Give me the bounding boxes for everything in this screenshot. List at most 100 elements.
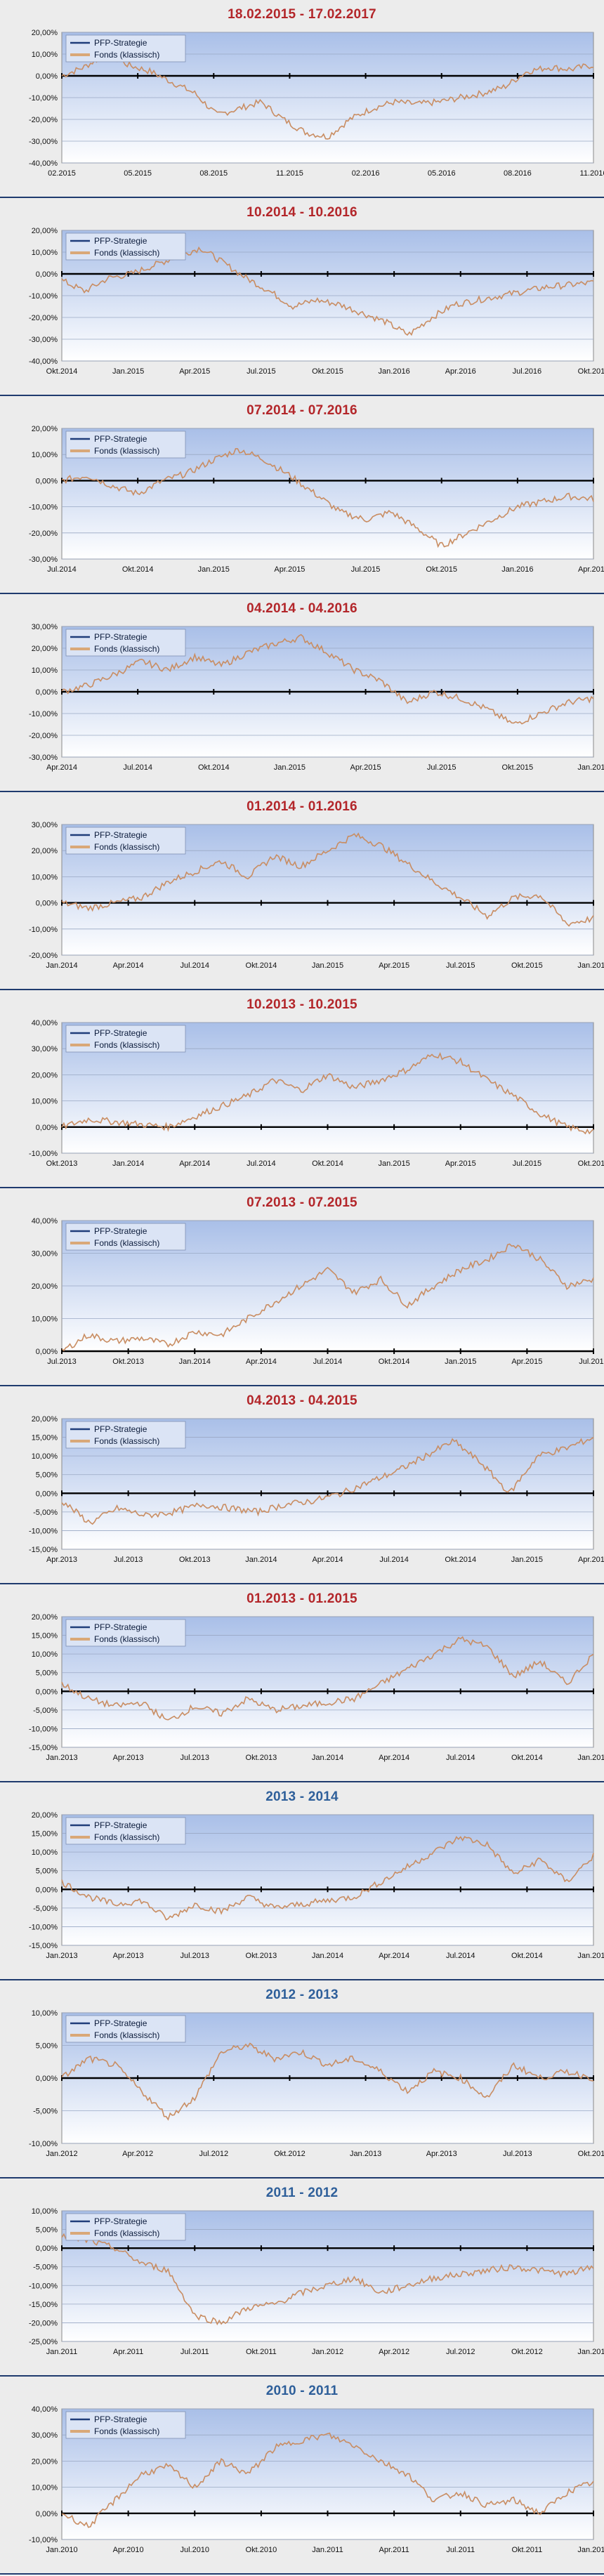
legend <box>65 431 186 459</box>
chart-title: 2010 - 2011 <box>265 2384 339 2398</box>
x-tick-label: Jan.2013 <box>350 2150 381 2158</box>
x-tick-label: Jan.2010 <box>46 2546 77 2554</box>
chart-svg: 20,00% 15,00% 10,00% 5,00% 0,00% -5,00% -10,00… <box>29 1613 604 1762</box>
x-tick-label: Okt.2010 <box>246 2546 277 2554</box>
x-tick-label: Jan.2016 <box>501 565 533 574</box>
y-tick-label: 15,00% <box>32 1434 58 1443</box>
y-tick-label: 20,00% <box>32 1071 58 1079</box>
chart-svg: 40,00% 30,00% 20,00% 10,00% 0,00% Jul.2013 Okt… <box>32 1217 604 1366</box>
chart-title: 01.2013 - 01.2015 <box>247 1591 357 1606</box>
y-tick-label: 20,00% <box>32 2457 58 2466</box>
x-tick-label: 08.2015 <box>199 169 228 178</box>
chart-svg: 20,00%10,00%0,00%-10,00%-20,00%-30,00%Ju… <box>29 425 604 574</box>
x-tick-label: Jul.2014 <box>313 1358 343 1366</box>
y-tick-label: 0,00% <box>36 270 58 279</box>
x-tick-label: Jan.2014 <box>46 961 77 970</box>
y-tick-label: 10,00% <box>32 666 58 675</box>
chart-panel: 2011 - 2012 10,00% 5,00% 0,00% -5,00% -10,00%… <box>0 2179 604 2377</box>
y-tick-label: 0,00% <box>36 2510 58 2518</box>
x-tick-label: Jul.2011 <box>180 2348 209 2356</box>
chart-title: 04.2014 - 04.2016 <box>247 601 357 616</box>
legend-label: Fonds (klassisch) <box>94 2228 159 2238</box>
x-tick-label: Jan.2014 <box>245 1556 277 1564</box>
chart-panel: 01.2013 - 01.2015 20,00% 15,00% 10,00% 5,00%… <box>0 1584 604 1782</box>
y-tick-label: 30,00% <box>32 1045 58 1053</box>
x-tick-label: Apr.2014 <box>379 1952 409 1960</box>
y-tick-label: 10,00% <box>32 51 58 59</box>
y-tick-label: 40,00% <box>32 1019 58 1027</box>
chart-svg: 20,00% 10,00% 0,00% -10,00% -20,00% -30,00% -4… <box>29 29 604 178</box>
chart-svg: 20,00% 15,00% 10,00% 5,00% 0,00% -5,00% -10,00… <box>29 1415 604 1564</box>
y-tick-label: 5,00% <box>36 1471 58 1480</box>
series-line-fonds-klassisch <box>61 1243 594 1352</box>
x-tick-label: Apr.2015 <box>578 1556 604 1564</box>
y-tick-label: 0,00% <box>36 1886 58 1894</box>
legend <box>65 232 186 261</box>
chart-title: 18.02.2015 - 17.02.2017 <box>228 7 376 22</box>
x-tick-label: Okt.2015 <box>426 565 457 574</box>
x-tick-label: Okt.2011 <box>246 2348 277 2356</box>
series-line-fonds-klassisch <box>61 1437 594 1525</box>
x-tick-label: Okt.2015 <box>502 763 534 772</box>
y-tick-label: 20,00% <box>32 1613 58 1622</box>
x-tick-label: Okt.2014 <box>312 1159 343 1168</box>
x-tick-label: Apr.2013 <box>426 2150 457 2158</box>
y-tick-label: -10,00% <box>29 710 58 718</box>
x-tick-label: Okt.2013 <box>112 1358 144 1366</box>
legend <box>65 1025 186 1053</box>
x-tick-label: Okt.2012 <box>511 2348 543 2356</box>
y-tick-label: 30,00% <box>32 2431 58 2440</box>
x-tick-label: Jul.2015 <box>513 1159 542 1168</box>
legend-label: PFP-Strategie <box>94 2414 147 2424</box>
series-line-fonds-klassisch <box>61 51 594 140</box>
chart-title: 2011 - 2012 <box>265 2186 339 2200</box>
y-tick-label: -20,00% <box>29 2319 58 2327</box>
y-tick-label: 30,00% <box>32 821 58 829</box>
legend-label: Fonds (klassisch) <box>94 50 159 60</box>
x-tick-label: Apr.2011 <box>113 2348 143 2356</box>
legend-label: Fonds (klassisch) <box>94 1436 159 1446</box>
y-tick-label: -10,00% <box>29 1725 58 1733</box>
y-tick-label: 0,00% <box>36 477 58 485</box>
chart-panel: 2013 - 2014 20,00% 15,00% 10,00% 5,00% 0,00% -… <box>0 1782 604 1980</box>
legend-label: PFP-Strategie <box>94 1028 147 1038</box>
x-tick-label: Jul.2016 <box>513 367 542 376</box>
x-tick-label: Jul.2011 <box>446 2546 475 2554</box>
y-tick-label: 0,00% <box>36 1688 58 1696</box>
x-tick-label: Apr.2016 <box>445 367 476 376</box>
chart-title: 07.2014 - 07.2016 <box>247 403 357 418</box>
y-tick-label: 10,00% <box>32 1315 58 1324</box>
x-tick-label: Jul.2012 <box>446 2348 475 2356</box>
x-tick-label: Apr.2012 <box>379 2348 409 2356</box>
x-tick-label: Okt.2016 <box>578 367 604 376</box>
x-tick-label: Apr.2014 <box>46 763 77 772</box>
series-line-fonds-klassisch <box>61 633 594 725</box>
chart-svg: 40,00%30,00%20,00%10,00%0,00%-10,00%Okt.… <box>29 1019 604 1168</box>
x-tick-label: Apr.2015 <box>511 1358 542 1366</box>
y-tick-label: 20,00% <box>32 645 58 653</box>
y-tick-label: 15,00% <box>32 1830 58 1839</box>
x-tick-label: Apr.2013 <box>46 1556 77 1564</box>
x-tick-label: Okt.2013 <box>246 1952 277 1960</box>
y-tick-label: -10,00% <box>29 926 58 934</box>
legend-label: Fonds (klassisch) <box>94 1634 159 1644</box>
y-tick-label: -15,00% <box>29 1942 58 1950</box>
x-tick-label: Jan.2015 <box>198 565 230 574</box>
x-tick-label: Jan.2013 <box>46 1952 77 1960</box>
x-tick-label: Jan.2015 <box>112 367 144 376</box>
y-tick-label: -30,00% <box>29 138 58 146</box>
x-tick-label: Jul.2015 <box>446 961 475 970</box>
x-tick-label: Apr.2015 <box>274 565 305 574</box>
y-tick-label: -30,00% <box>29 336 58 344</box>
y-tick-label: -5,00% <box>33 1707 58 1715</box>
legend-label: Fonds (klassisch) <box>94 1832 159 1842</box>
x-tick-label: Jan.2015 <box>274 763 306 772</box>
legend <box>65 34 186 63</box>
y-tick-label: 0,00% <box>36 2245 58 2253</box>
y-tick-label: -5,00% <box>33 1905 58 1913</box>
chart-panel: 18.02.2015 - 17.02.2017 20,00% 10,00% 0,00%… <box>0 0 604 198</box>
x-tick-label: Jan.2014 <box>312 1952 343 1960</box>
chart-svg: 20,00% 15,00% 10,00% 5,00% 0,00% -5,00% -10,00… <box>29 1811 604 1960</box>
chart-title: 10.2013 - 10.2015 <box>247 997 357 1012</box>
y-tick-label: 20,00% <box>32 29 58 37</box>
